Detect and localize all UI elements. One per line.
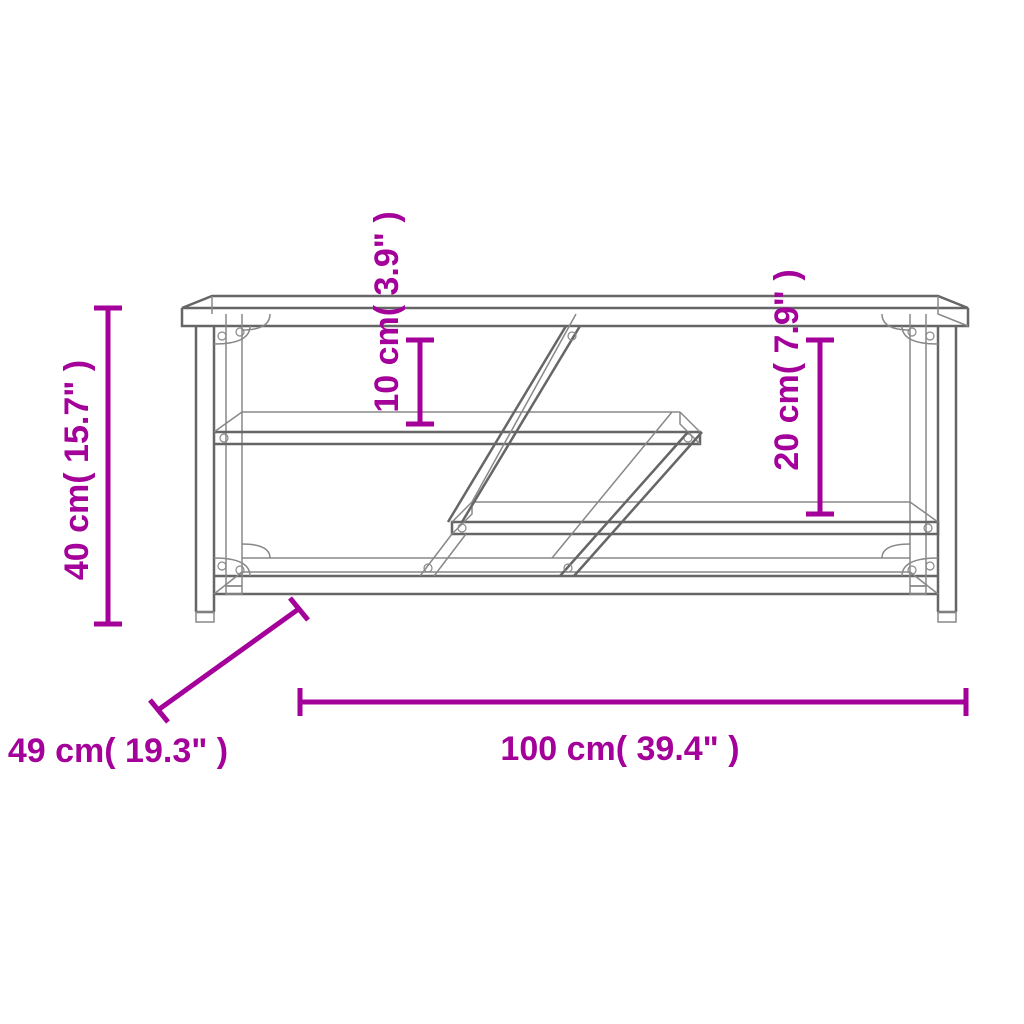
dim-depth-label: 49 cm( 19.3" ) [8, 732, 228, 770]
dim-height: 40 cm( 15.7" ) [58, 308, 122, 624]
dim-height-label: 40 cm( 15.7" ) [58, 360, 96, 580]
dim-depth: 49 cm( 19.3" ) [8, 598, 308, 770]
dim-width: 100 cm( 39.4" ) [300, 688, 966, 768]
dim-inner-10: 10 cm( 3.9" ) [368, 211, 434, 424]
top-surface [182, 296, 968, 326]
upper-shelf [214, 412, 700, 444]
front-frame [196, 326, 956, 622]
dim-inner-20: 20 cm( 7.9" ) [768, 269, 834, 514]
dim-inner2-label: 20 cm( 7.9" ) [768, 269, 806, 470]
dim-inner1-label: 10 cm( 3.9" ) [368, 211, 406, 412]
furniture-drawing [182, 296, 968, 622]
dim-width-label: 100 cm( 39.4" ) [500, 730, 739, 768]
lower-shelf [452, 502, 938, 534]
